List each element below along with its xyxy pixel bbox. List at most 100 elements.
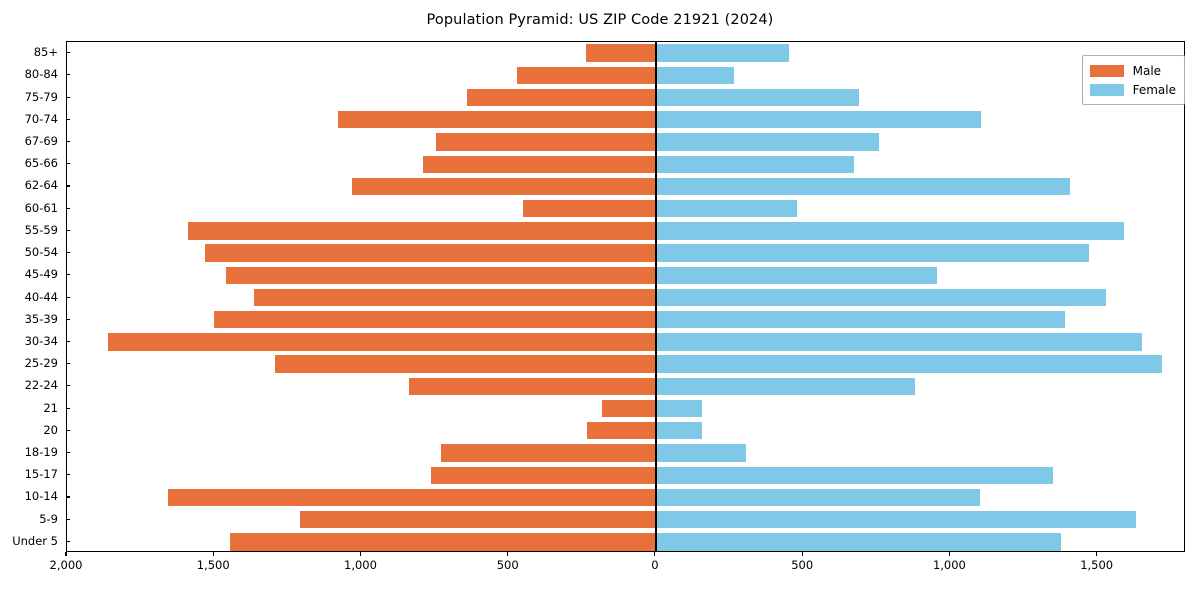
y-tick-mark: [66, 229, 70, 231]
y-tick-label: 22-24: [24, 378, 58, 393]
y-tick-mark: [66, 296, 70, 298]
x-tick-mark: [948, 552, 950, 556]
y-tick-label: 15-17: [24, 467, 58, 482]
y-tick-label: 70-74: [24, 111, 58, 126]
y-tick-label: 85+: [33, 45, 58, 60]
x-tick-label: 500: [791, 558, 814, 572]
bar-male-80-84: [517, 66, 656, 84]
x-tick-label: 1,500: [196, 558, 230, 572]
bar-male-70-74: [337, 111, 656, 129]
x-tick-mark: [1096, 552, 1098, 556]
bar-male-21: [602, 399, 656, 418]
bar-female-25-29: [655, 355, 1162, 373]
y-tick-label: 30-34: [24, 333, 58, 348]
y-tick-label: Under 5: [12, 533, 58, 548]
x-tick-mark: [507, 552, 509, 556]
bar-row: [67, 44, 1184, 62]
y-tick-mark: [66, 318, 70, 320]
bar-row: [67, 355, 1184, 373]
bar-row: [67, 333, 1184, 351]
y-tick-mark: [66, 52, 70, 54]
bar-row: [67, 444, 1184, 462]
bar-row: [67, 466, 1184, 484]
bar-female-65-66: [655, 155, 854, 173]
bar-female-15-17: [655, 466, 1053, 484]
bar-male-5-9: [299, 511, 656, 529]
y-tick-mark: [66, 407, 70, 409]
y-tick-mark: [66, 118, 70, 120]
bar-female-67-69: [655, 133, 880, 151]
bar-row: [67, 399, 1184, 418]
legend-swatch-female: [1089, 83, 1124, 96]
bar-row: [67, 133, 1184, 151]
bar-female-21: [655, 399, 703, 418]
bar-male-67-69: [435, 133, 656, 151]
bar-male-40-44: [253, 288, 656, 307]
y-tick-label: 35-39: [24, 311, 58, 326]
y-tick-label: 50-54: [24, 245, 58, 260]
y-tick-label: 75-79: [24, 89, 58, 104]
y-tick-label: 20: [43, 422, 58, 437]
y-tick-mark: [66, 140, 70, 143]
bar-female-60-61: [655, 199, 797, 218]
y-tick-label: 55-59: [24, 222, 58, 237]
bar-row: [67, 311, 1184, 329]
bar-male-85-: [585, 44, 656, 62]
x-tick-mark: [65, 552, 67, 556]
y-tick-mark: [66, 540, 70, 542]
bar-female-18-19: [655, 444, 746, 462]
bar-row: [67, 511, 1184, 529]
bar-female-35-39: [655, 311, 1066, 329]
y-tick-label: 60-61: [24, 200, 58, 215]
bar-male-22-24: [408, 377, 656, 396]
x-tick-label: 500: [496, 558, 519, 572]
y-tick-mark: [66, 207, 70, 209]
bar-male-65-66: [423, 155, 656, 173]
bar-row: [67, 244, 1184, 262]
legend-swatch-male: [1089, 64, 1124, 77]
y-tick-label: 10-14: [24, 489, 58, 504]
bar-female-55-59: [655, 222, 1124, 240]
legend-label: Female: [1132, 82, 1176, 97]
bar-female-under-5: [655, 533, 1062, 551]
bar-male-35-39: [214, 311, 656, 329]
bar-male-75-79: [467, 88, 656, 107]
x-tick-mark: [654, 552, 656, 556]
bar-female-20: [655, 422, 703, 440]
bar-female-80-84: [655, 66, 734, 84]
bar-male-20: [587, 422, 656, 440]
y-tick-mark: [66, 496, 70, 498]
bar-female-45-49: [655, 266, 938, 284]
y-tick-mark: [66, 518, 70, 520]
legend-entry-female: Female: [1089, 80, 1176, 99]
chart-title: Population Pyramid: US ZIP Code 21921 (2…: [426, 12, 774, 28]
bar-row: [67, 88, 1184, 107]
bar-male-15-17: [430, 466, 656, 484]
y-tick-mark: [66, 363, 70, 365]
x-tick-label: 1,500: [1080, 558, 1114, 572]
y-tick-label: 21: [43, 400, 58, 415]
y-tick-label: 40-44: [24, 289, 58, 304]
bar-female-50-54: [655, 244, 1089, 262]
bar-male-62-64: [352, 177, 656, 196]
bar-female-10-14: [655, 488, 980, 507]
bar-female-30-34: [655, 333, 1143, 351]
bar-male-10-14: [168, 488, 656, 507]
y-tick-mark: [66, 185, 70, 187]
legend-label: Male: [1132, 63, 1162, 78]
y-tick-mark: [66, 340, 70, 343]
y-tick-label: 5-9: [39, 511, 58, 526]
y-tick-label: 18-19: [24, 445, 58, 460]
y-tick-mark: [66, 452, 70, 454]
bar-row: [67, 177, 1184, 196]
bar-male-60-61: [522, 199, 656, 218]
y-tick-mark: [66, 163, 70, 165]
bar-row: [67, 222, 1184, 240]
y-tick-label: 62-64: [24, 178, 58, 193]
bar-male-55-59: [188, 222, 656, 240]
x-tick-label: 0: [651, 558, 659, 572]
bar-row: [67, 377, 1184, 396]
y-axis-labels: 85+ 80-84 75-79 70-74 67-69 65-66 62-64 60-61 55…: [0, 41, 58, 552]
y-tick-label: 65-66: [24, 156, 58, 171]
bar-row: [67, 266, 1184, 284]
